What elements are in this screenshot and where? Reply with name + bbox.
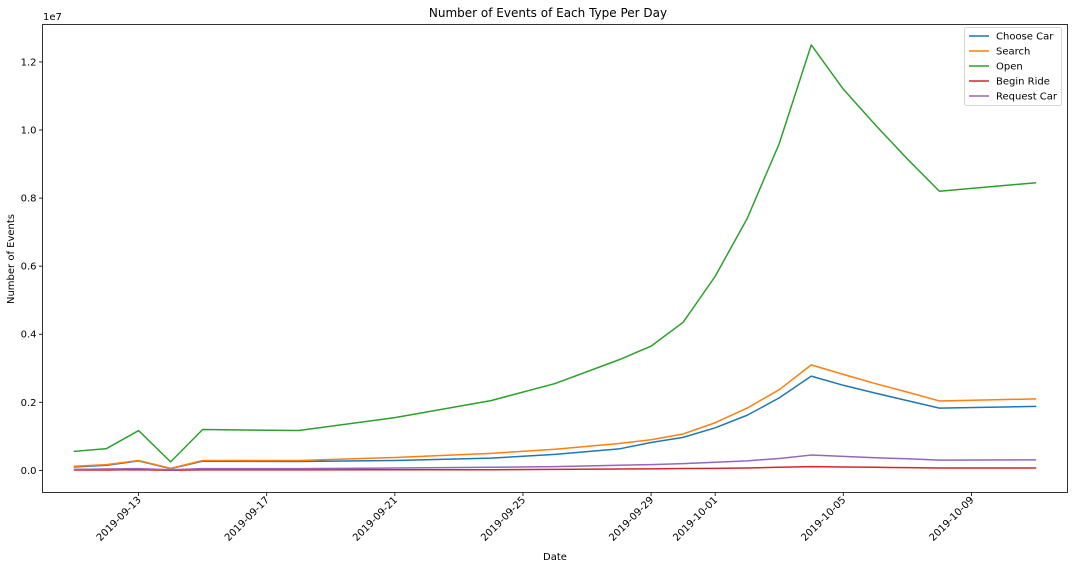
y-tick-label-3: 0.6 bbox=[21, 262, 37, 273]
y-offset-label: 1e7 bbox=[43, 12, 62, 23]
plot-frame bbox=[42, 24, 1068, 493]
x-tick-label-1: 2019-09-17 bbox=[223, 495, 272, 544]
y-axis-label: Number of Events bbox=[6, 214, 17, 304]
legend-frame bbox=[964, 27, 1062, 106]
series-line-0 bbox=[73, 375, 1037, 470]
series-line-4 bbox=[73, 454, 1037, 471]
legend-label-4: Request Car bbox=[996, 92, 1058, 103]
chart-title: Number of Events of Each Type Per Day bbox=[429, 6, 667, 20]
x-axis-ticks: 2019-09-13 2019-09-17 2019-09-21 2019-09-25… bbox=[95, 492, 977, 544]
legend-label-1: Search bbox=[996, 47, 1030, 58]
x-tick-label-5: 2019-10-01 bbox=[671, 495, 720, 544]
y-tick-label-0: 0.0 bbox=[21, 466, 37, 477]
x-tick-label-7: 2019-10-09 bbox=[928, 495, 977, 544]
y-tick-label-1: 0.2 bbox=[21, 398, 37, 409]
series-line-2 bbox=[73, 44, 1037, 463]
y-tick-label-2: 0.4 bbox=[21, 330, 37, 341]
x-tick-label-4: 2019-09-29 bbox=[607, 495, 656, 544]
legend: Choose Car Search Open Begin Ride Request Ca… bbox=[964, 27, 1062, 106]
x-tick-label-6: 2019-10-05 bbox=[800, 495, 849, 544]
legend-label-2: Open bbox=[996, 62, 1023, 73]
x-tick-label-0: 2019-09-13 bbox=[95, 495, 144, 544]
legend-label-3: Begin Ride bbox=[996, 77, 1050, 88]
plot-lines bbox=[73, 44, 1037, 471]
y-tick-label-4: 0.8 bbox=[21, 194, 37, 205]
y-tick-label-5: 1.0 bbox=[21, 126, 37, 137]
y-axis-ticks: 0.0 0.2 0.4 0.6 0.8 1.0 1.2 bbox=[21, 57, 43, 477]
y-tick-label-6: 1.2 bbox=[21, 57, 37, 68]
series-line-1 bbox=[73, 364, 1037, 470]
x-tick-label-3: 2019-09-25 bbox=[479, 495, 528, 544]
x-axis-label: Date bbox=[543, 552, 567, 563]
x-tick-label-2: 2019-09-21 bbox=[351, 495, 400, 544]
legend-label-0: Choose Car bbox=[996, 32, 1054, 43]
